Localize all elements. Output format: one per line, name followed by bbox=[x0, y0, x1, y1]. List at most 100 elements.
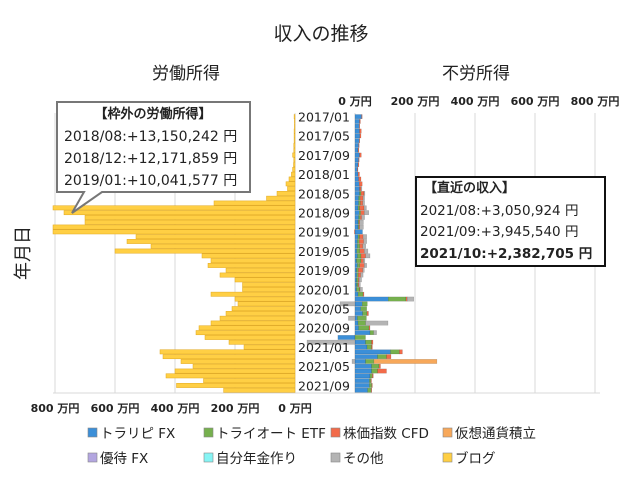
labor-bar bbox=[234, 277, 296, 283]
passive-bar-segment bbox=[348, 315, 356, 321]
labor-bar bbox=[228, 339, 296, 345]
passive-bar-segment bbox=[362, 311, 368, 316]
passive-bar-segment bbox=[359, 239, 364, 244]
labor-bar bbox=[293, 133, 296, 139]
passive-bar-segment bbox=[359, 123, 361, 129]
left-x-tick-label: 800 万円 bbox=[31, 402, 80, 415]
passive-bar-segment bbox=[354, 219, 359, 225]
labor-bar bbox=[213, 200, 296, 206]
passive-bar-segment bbox=[358, 200, 361, 206]
passive-bar-segment bbox=[360, 210, 365, 216]
passive-bar-segment bbox=[359, 219, 364, 225]
labor-bar bbox=[84, 215, 296, 220]
passive-bar-segment bbox=[370, 378, 372, 384]
right-subtitle: 不労所得 bbox=[442, 64, 510, 84]
passive-bar-segment bbox=[361, 215, 365, 220]
right-x-tick-label: 800 万円 bbox=[571, 95, 620, 108]
month-tick-label: 2021/05 bbox=[298, 359, 350, 374]
labor-bar bbox=[150, 243, 296, 249]
passive-bar-segment bbox=[360, 191, 365, 196]
passive-bar-segment bbox=[359, 243, 363, 249]
month-tick-label: 2017/01 bbox=[298, 110, 350, 125]
passive-bar-segment bbox=[354, 315, 358, 321]
passive-bar-segment bbox=[360, 258, 364, 264]
legend-swatch bbox=[442, 452, 453, 463]
right-x-tick-labels: 0 万円 200 万円 400 万円 600 万円 800 万円 bbox=[338, 95, 619, 108]
passive-bar-segment bbox=[359, 234, 364, 240]
passive-bar-segment bbox=[371, 383, 373, 388]
labor-bar bbox=[223, 387, 296, 393]
labor-bar bbox=[210, 320, 296, 326]
passive-bar-segment bbox=[357, 315, 367, 321]
passive-bar-segment bbox=[354, 335, 366, 340]
passive-bar-segment bbox=[354, 133, 361, 139]
passive-bar-segment bbox=[365, 320, 389, 326]
passive-bar-segment bbox=[354, 339, 366, 345]
legend-label: トラリピ FX bbox=[100, 426, 175, 442]
passive-bar-segment bbox=[354, 373, 371, 379]
passive-bar-segment bbox=[354, 176, 359, 182]
passive-bar-segment bbox=[354, 243, 358, 249]
labor-bar bbox=[231, 306, 296, 312]
passive-bar-segment bbox=[357, 320, 366, 326]
passive-bar-segment bbox=[356, 267, 359, 273]
passive-bar-segment bbox=[354, 387, 368, 393]
passive-bar-segment bbox=[367, 387, 372, 393]
passive-bar-segment bbox=[357, 291, 364, 297]
labor-bar bbox=[225, 267, 296, 273]
passive-bar-segment bbox=[362, 301, 368, 307]
legend-swatch bbox=[330, 452, 341, 463]
passive-bar-segment bbox=[371, 368, 378, 374]
passive-bar-segment bbox=[354, 229, 363, 235]
passive-bar-segment bbox=[354, 229, 356, 235]
passive-bar-segment bbox=[359, 181, 363, 187]
passive-bar-segment bbox=[357, 253, 362, 259]
passive-bar-segment bbox=[399, 349, 403, 355]
legend-item: 株価指数 CFD bbox=[330, 426, 429, 442]
callout-right-line: 2021/09:+3,945,540 円 bbox=[420, 224, 578, 240]
passive-bar-segment bbox=[354, 171, 359, 177]
passive-bar-segment bbox=[369, 378, 372, 384]
labor-bar bbox=[52, 224, 296, 230]
labor-bar bbox=[288, 176, 296, 182]
passive-bar-segment bbox=[359, 152, 362, 158]
right-x-tick-label: 0 万円 bbox=[338, 95, 371, 108]
left-x-tick-label: 0 万円 bbox=[278, 402, 311, 415]
labor-bar bbox=[291, 171, 296, 177]
passive-bar-segment bbox=[354, 215, 359, 220]
passive-bar-segment bbox=[377, 354, 387, 360]
passive-bar-segment bbox=[359, 119, 361, 124]
passive-bar-segment bbox=[362, 243, 366, 249]
passive-bar-segment bbox=[369, 373, 373, 379]
legend-item: その他 bbox=[330, 451, 384, 467]
labor-bar bbox=[225, 311, 296, 316]
passive-bar-segment bbox=[354, 320, 359, 326]
passive-bar-segment bbox=[358, 176, 362, 182]
passive-bar-segment bbox=[306, 339, 356, 345]
passive-bar-segment bbox=[388, 296, 407, 302]
passive-bar-segment bbox=[365, 339, 372, 345]
passive-bar-segment bbox=[363, 205, 367, 211]
labor-bar bbox=[195, 330, 296, 336]
legend-swatch bbox=[87, 452, 98, 463]
legend-item: 優待 FX bbox=[87, 451, 148, 467]
passive-bar-segment bbox=[354, 368, 372, 374]
passive-bar-segment bbox=[354, 325, 359, 331]
passive-bar-segment bbox=[354, 152, 360, 158]
labor-bar bbox=[159, 349, 296, 355]
passive-bar-segment bbox=[354, 344, 368, 350]
labor-bar bbox=[162, 354, 296, 360]
labor-bar bbox=[52, 205, 296, 211]
legend-swatch bbox=[330, 427, 341, 438]
passive-bar-segment bbox=[364, 263, 367, 268]
passive-bar-segment bbox=[354, 157, 359, 163]
labor-bar bbox=[198, 325, 296, 331]
passive-bar-segment bbox=[359, 133, 362, 139]
month-tick-label: 2020/05 bbox=[298, 302, 350, 317]
labor-bar bbox=[292, 167, 296, 172]
labor-bar bbox=[285, 181, 296, 187]
passive-bar-segment bbox=[372, 373, 374, 379]
labor-bar bbox=[234, 296, 296, 302]
passive-bar-segment bbox=[354, 363, 372, 369]
